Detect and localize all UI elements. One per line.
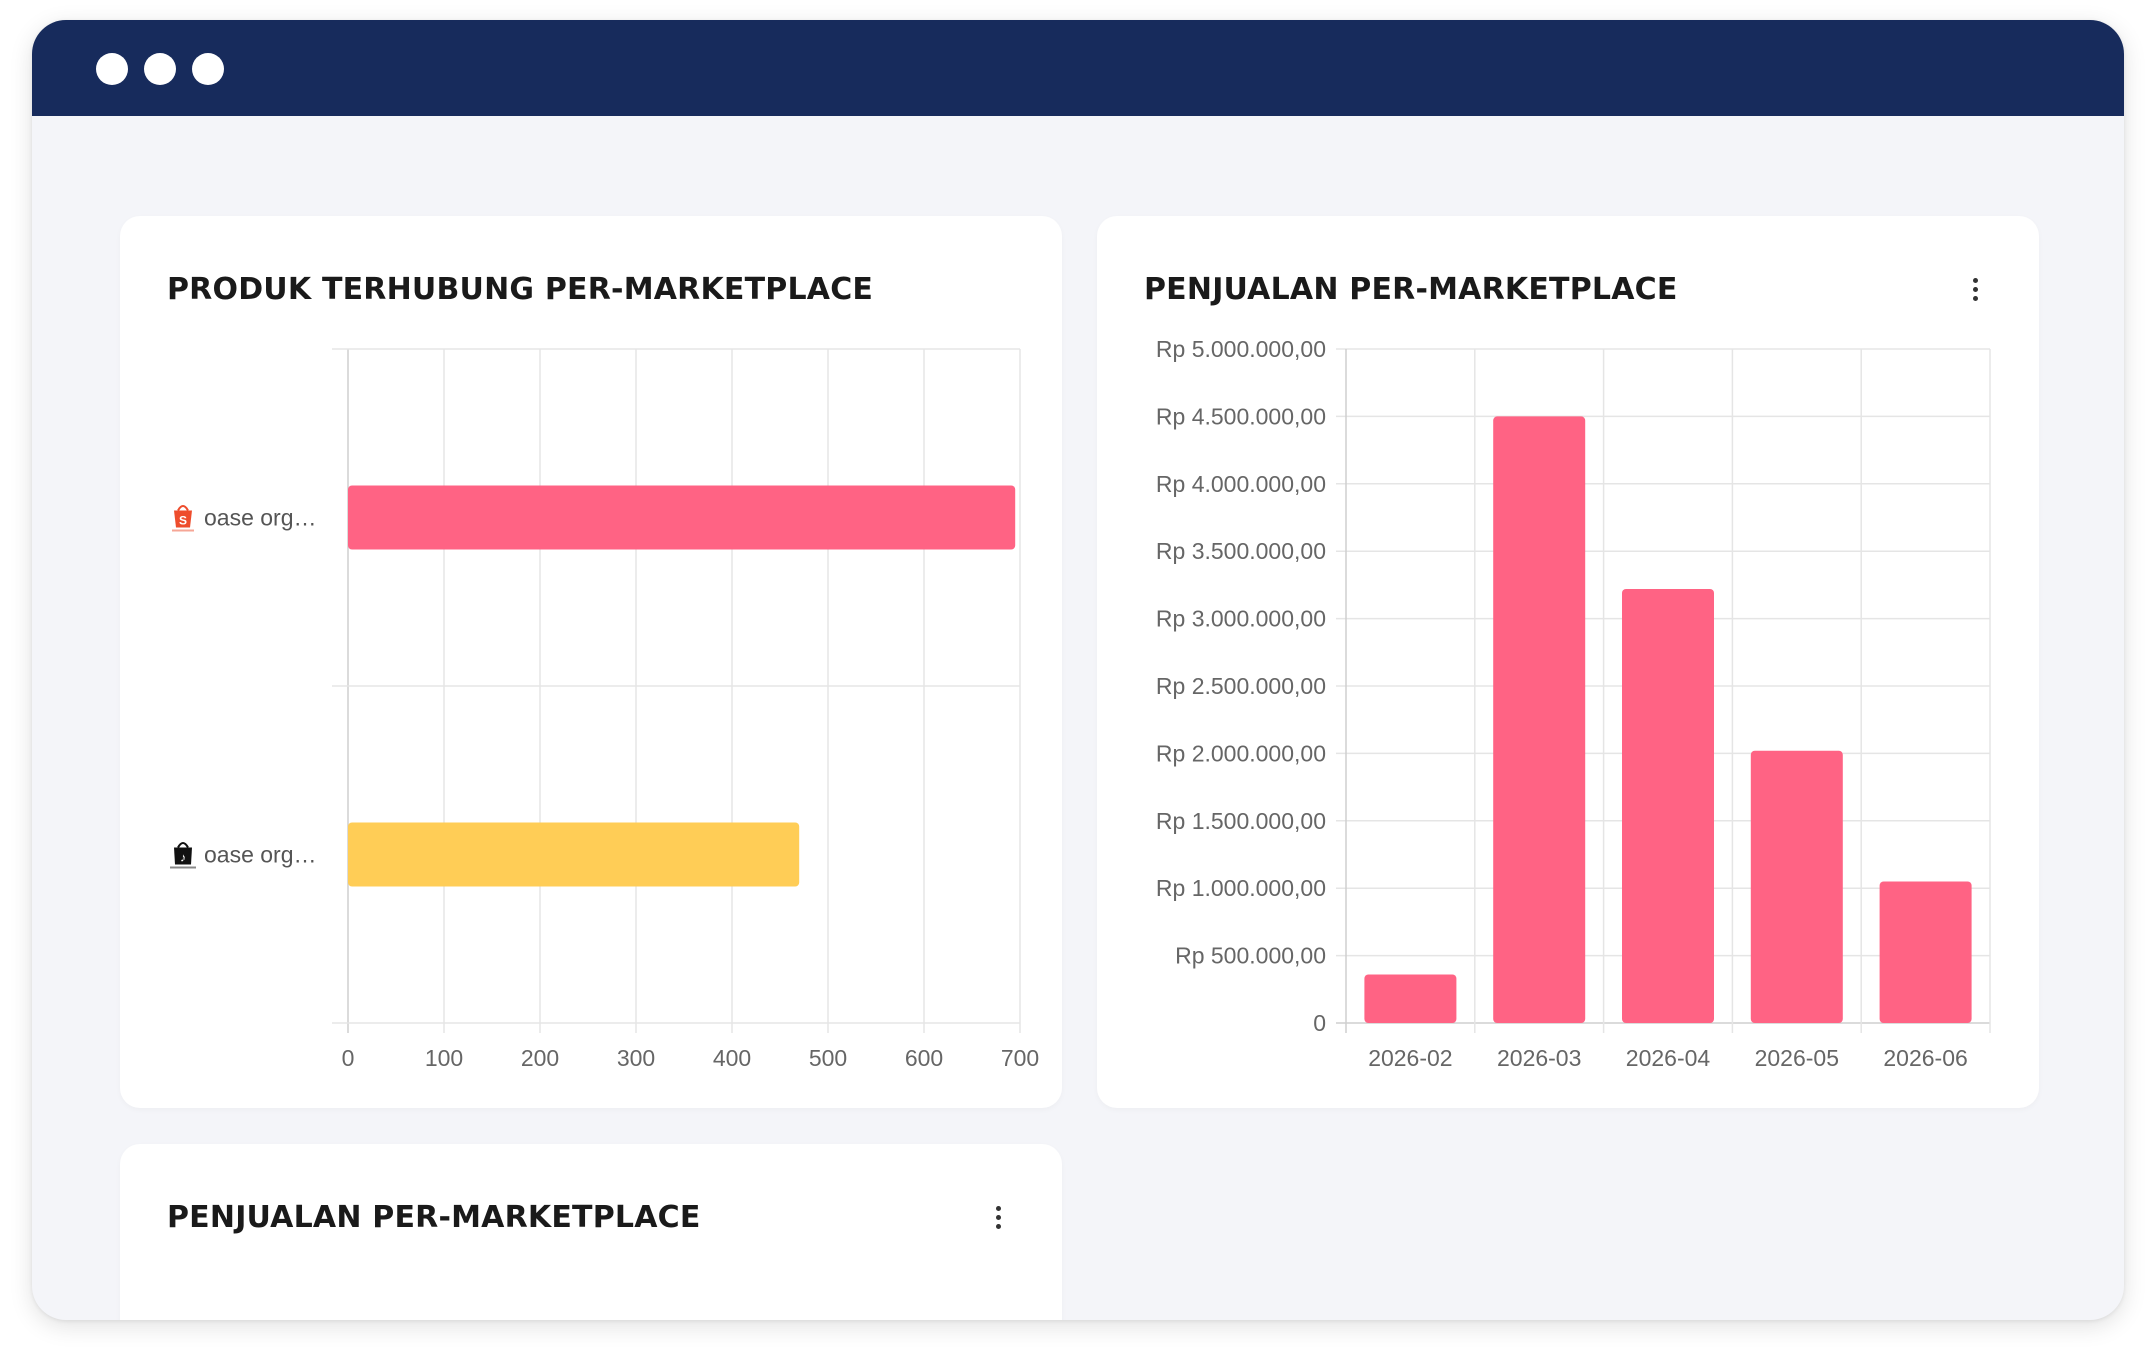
card-title: PENJUALAN PER-MARKETPLACE bbox=[1144, 272, 1678, 307]
x-tick-label: 2026-02 bbox=[1368, 1045, 1452, 1071]
y-tick-label: Rp 3.000.000,00 bbox=[1156, 606, 1326, 632]
y-tick-label: 0 bbox=[1313, 1010, 1326, 1036]
x-tick-label: 700 bbox=[1001, 1045, 1039, 1071]
minimize-dot[interactable] bbox=[144, 53, 176, 85]
y-tick-label: oase org… bbox=[204, 505, 317, 531]
x-tick-label: 300 bbox=[617, 1045, 655, 1071]
y-tick-label: Rp 5.000.000,00 bbox=[1156, 336, 1326, 362]
bar bbox=[348, 485, 1016, 550]
x-tick-label: 600 bbox=[905, 1045, 943, 1071]
bar bbox=[1622, 588, 1714, 1023]
x-tick-label: 100 bbox=[425, 1045, 463, 1071]
y-tick-label: Rp 2.500.000,00 bbox=[1156, 673, 1326, 699]
card-produk-terhubung: PRODUK TERHUBUNG PER-MARKETPLACE 0 100 200… bbox=[120, 216, 1062, 1108]
bar bbox=[1493, 416, 1586, 1023]
y-tick-label: Rp 1.000.000,00 bbox=[1156, 875, 1326, 901]
y-tick-label: oase org… bbox=[204, 842, 317, 868]
card-penjualan-bottom: PENJUALAN PER-MARKETPLACE bbox=[120, 1144, 1062, 1320]
bar bbox=[1879, 881, 1972, 1023]
y-tick-label: Rp 3.500.000,00 bbox=[1156, 538, 1326, 564]
app-window: PRODUK TERHUBUNG PER-MARKETPLACE 0 100 200… bbox=[32, 20, 2124, 1320]
bar bbox=[1364, 974, 1457, 1023]
close-dot[interactable] bbox=[96, 53, 128, 85]
shopee-icon: S bbox=[172, 505, 194, 532]
x-tick-label: 2026-04 bbox=[1626, 1045, 1711, 1071]
y-tick-label: Rp 4.500.000,00 bbox=[1156, 403, 1326, 429]
card-title: PENJUALAN PER-MARKETPLACE bbox=[167, 1200, 701, 1235]
bar bbox=[1750, 750, 1843, 1023]
x-tick-label: 2026-06 bbox=[1883, 1045, 1967, 1071]
svg-text:♪: ♪ bbox=[180, 851, 186, 865]
kebab-menu-icon[interactable] bbox=[983, 1199, 1013, 1235]
x-tick-label: 2026-03 bbox=[1497, 1045, 1581, 1071]
y-tick-label: Rp 500.000,00 bbox=[1175, 943, 1326, 969]
x-tick-label: 400 bbox=[713, 1045, 751, 1071]
x-tick-label: 2026-05 bbox=[1755, 1045, 1839, 1071]
card-title: PRODUK TERHUBUNG PER-MARKETPLACE bbox=[167, 272, 874, 307]
maximize-dot[interactable] bbox=[192, 53, 224, 85]
y-tick-label: Rp 1.500.000,00 bbox=[1156, 808, 1326, 834]
kebab-menu-icon[interactable] bbox=[1960, 271, 1990, 307]
y-tick-label: Rp 4.000.000,00 bbox=[1156, 471, 1326, 497]
card-penjualan-chart: PENJUALAN PER-MARKETPLACE 0 Rp 500.000,00… bbox=[1097, 216, 2039, 1108]
title-bar bbox=[32, 20, 2124, 116]
tiktok-shop-icon: ♪ bbox=[170, 842, 196, 869]
x-tick-label: 200 bbox=[521, 1045, 559, 1071]
bar bbox=[348, 822, 800, 887]
produk-chart: 0 100 200 300 400 500 600 700 S oase org… ♪ oase or… bbox=[170, 348, 1039, 1071]
x-tick-label: 500 bbox=[809, 1045, 847, 1071]
penjualan-chart: 0 Rp 500.000,00 Rp 1.000.000,00 Rp 1.500.00… bbox=[1156, 336, 1991, 1071]
y-tick-label: Rp 2.000.000,00 bbox=[1156, 740, 1326, 766]
x-tick-label: 0 bbox=[342, 1045, 355, 1071]
svg-text:S: S bbox=[179, 514, 187, 528]
